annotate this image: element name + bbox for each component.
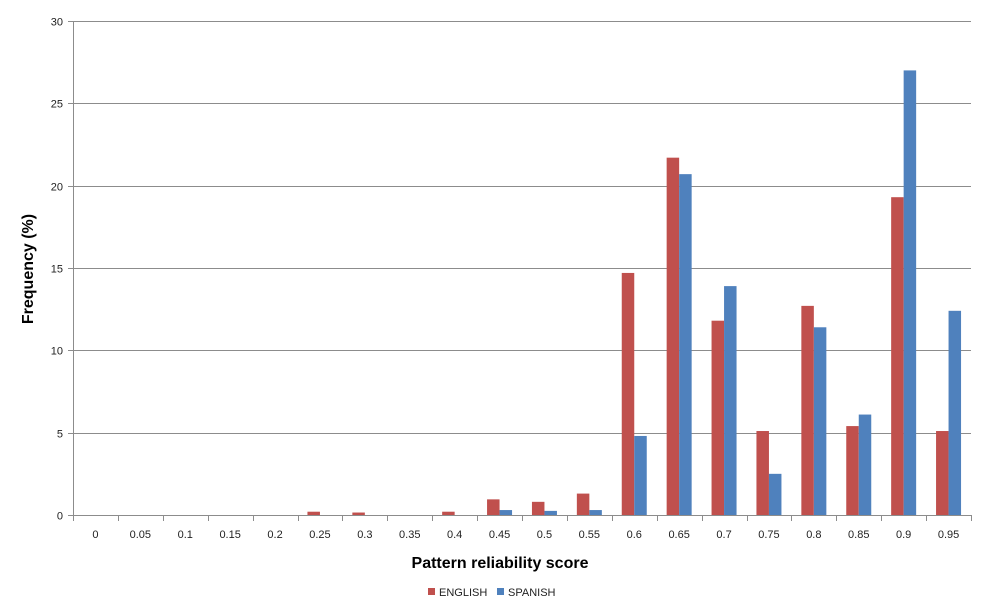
bar-spanish-0.75 [768,473,782,515]
bar-english-0.3 [352,512,365,515]
bar-english-0.4 [442,511,455,515]
x-tick-label: 0.9 [896,529,911,541]
bar-english-0.55 [576,493,590,515]
bar-english-0.9 [891,197,904,515]
x-tick-label: 0.75 [758,529,779,541]
x-tick-label: 0.55 [579,529,600,541]
bar-english-0.75 [756,431,769,515]
legend-label-english: ENGLISH [439,587,487,599]
bar-spanish-0.6 [634,435,647,515]
x-tick-label: 0.95 [938,529,959,541]
bar-spanish-0.8 [813,327,827,515]
x-tick-label: 0 [92,529,98,541]
bar-english-0.6 [621,272,635,515]
bars [307,70,962,516]
bar-english-0.7 [711,320,725,515]
bar-spanish-0.5 [544,510,557,515]
y-tick-label: 20 [51,182,63,194]
bar-english-0.5 [531,501,545,515]
gridlines [68,21,971,516]
x-tick-label: 0.5 [537,529,552,541]
bar-spanish-0.85 [858,414,872,515]
legend-swatch-spanish [497,588,504,595]
legend-label-spanish: SPANISH [508,587,556,599]
legend: ENGLISH SPANISH [428,587,556,599]
bar-english-0.65 [666,157,680,516]
x-tick-label: 0.6 [627,529,642,541]
x-tick-label: 0.85 [848,529,869,541]
x-tick-label: 0.25 [309,529,330,541]
y-axis-title: Frequency (%) [20,214,37,324]
x-tick-label: 0.15 [219,529,240,541]
x-tick-label: 0.65 [668,529,689,541]
bar-spanish-0.9 [903,70,917,516]
bar-english-0.85 [846,426,859,515]
bar-spanish-0.7 [724,286,737,515]
y-tick-label: 25 [51,99,63,111]
x-tick-label: 0.2 [267,529,282,541]
y-tick-label: 30 [51,17,63,29]
x-axis-title: Pattern reliability score [412,555,589,572]
x-tick-label: 0.3 [357,529,372,541]
bar-english-0.45 [487,499,500,515]
y-tick-label: 15 [51,264,63,276]
bar-spanish-0.95 [948,310,962,515]
bar-spanish-0.65 [679,174,692,515]
axes [73,21,972,521]
x-tick-label: 0.45 [489,529,510,541]
legend-swatch-english [428,588,435,595]
x-tick-label: 0.7 [716,529,731,541]
y-tick-labels: 0 5 10 15 20 25 30 [51,17,63,523]
x-tick-label: 0.05 [130,529,151,541]
x-tick-label: 0.1 [178,529,193,541]
bar-english-0.95 [936,431,949,515]
y-tick-label: 10 [51,346,63,358]
x-tick-label: 0.35 [399,529,420,541]
y-tick-label: 5 [57,429,63,441]
x-tick-label: 0.8 [806,529,821,541]
x-tick-labels: 0 0.05 0.1 0.15 0.2 0.25 0.3 0.35 0.4 0.45 0.5 0.55… [92,529,959,541]
x-tick-label: 0.4 [447,529,462,541]
bar-spanish-0.45 [499,510,513,515]
bar-english-0.25 [307,511,320,515]
bar-english-0.8 [801,305,814,515]
y-tick-label: 0 [57,511,63,523]
bar-spanish-0.55 [589,510,602,515]
